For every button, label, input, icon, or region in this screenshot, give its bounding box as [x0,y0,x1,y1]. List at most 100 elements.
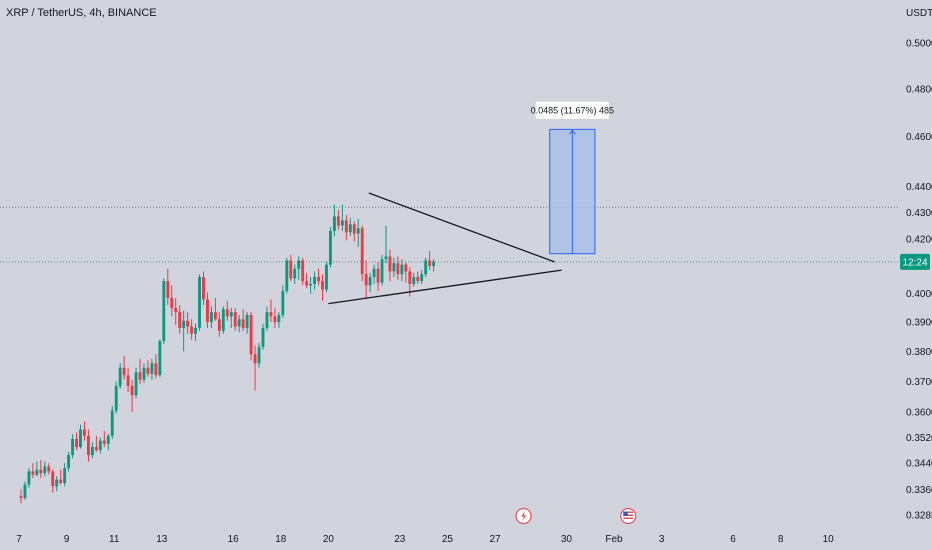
candle-body [269,312,273,317]
candle-body [39,469,43,474]
candle-body [198,276,201,328]
candle-body [194,327,197,334]
candle-body [245,314,249,328]
candle-body [174,307,178,313]
candle-body [23,484,27,499]
candle-body [356,228,360,234]
candle-body [372,268,376,277]
time-tick-label: 7 [16,534,22,545]
candle-body [154,363,158,376]
candle-body [432,261,436,266]
candle-body [364,274,368,286]
candle-body [59,479,63,483]
candle-body [110,410,114,436]
candle-body [130,385,134,396]
candle-body [360,228,364,275]
candle-body [261,327,265,347]
candle-body [277,314,281,323]
candle-body [182,320,186,328]
candle-body [384,256,388,260]
candle-body [301,260,305,282]
price-range-measure[interactable]: 0.0485 (11.67%) 485 [531,101,614,255]
candle-body [90,446,94,456]
candle-body [166,281,170,298]
candle-body [281,290,285,315]
candle-body [178,312,182,328]
candle-body [134,372,138,396]
time-tick-label: 27 [489,534,501,545]
symbol-title[interactable]: XRP / TetherUS, 4h, BINANCE [6,7,157,19]
triangle-lower-trendline[interactable] [328,269,562,305]
candle-body [79,429,82,447]
candle-body [321,281,324,290]
candle-body [158,341,162,376]
candle-body [102,440,106,444]
candle-body [114,385,118,411]
candle-body [87,435,90,456]
candle-body [162,281,166,342]
candle-body [404,264,408,272]
candle-body [297,260,301,269]
candle-body [329,230,332,265]
candle-body [217,319,221,331]
last-price-badge-text: 12:24 [902,257,927,268]
candle-body [31,471,35,475]
time-axis[interactable]: 7 9 11 13 16 18 20 23 25 27 30 Feb 3 6 8 10 [16,534,834,545]
candle-body [202,276,205,300]
candle-body [253,354,257,364]
triangle-upper-trendline[interactable] [368,192,555,263]
candle-body [213,312,217,320]
candle-body [71,438,74,456]
candle-body [305,281,309,286]
candle-body [43,466,47,474]
candles-layer [19,204,436,504]
currency-label[interactable]: USDT [906,8,932,19]
candle-body [63,468,67,483]
candle-body [98,440,102,451]
candle-body [51,471,55,487]
candle-body [233,312,237,327]
candle-body [313,276,317,284]
candle-body [209,312,213,323]
time-tick-label: 18 [275,534,287,545]
time-tick-label: 23 [394,534,406,545]
candle-body [285,260,289,291]
lightning-icon[interactable] [515,507,532,525]
candle-body [138,372,142,380]
candle-body [206,299,209,323]
candle-body [106,435,110,444]
candle-body [392,263,396,272]
time-tick-label: 30 [561,534,573,545]
candle-body [118,367,122,386]
candle-body [273,316,277,323]
time-tick-label: 25 [442,534,454,545]
candle-body [241,319,245,328]
price-tick-label: 0.3285 [906,511,932,522]
candle-body [221,309,225,331]
candle-body [257,346,261,364]
us-flag-icon[interactable] [620,507,637,525]
candle-body [380,259,384,283]
candle-body [317,276,320,282]
candle-body [376,268,380,283]
candle-body [428,260,432,266]
candle-body [396,263,400,275]
candle-body [150,363,154,374]
candle-body [388,256,392,272]
candle-body [336,216,340,226]
time-tick-label: Feb [605,534,623,545]
candle-body [424,260,428,275]
candle-body [309,283,313,286]
